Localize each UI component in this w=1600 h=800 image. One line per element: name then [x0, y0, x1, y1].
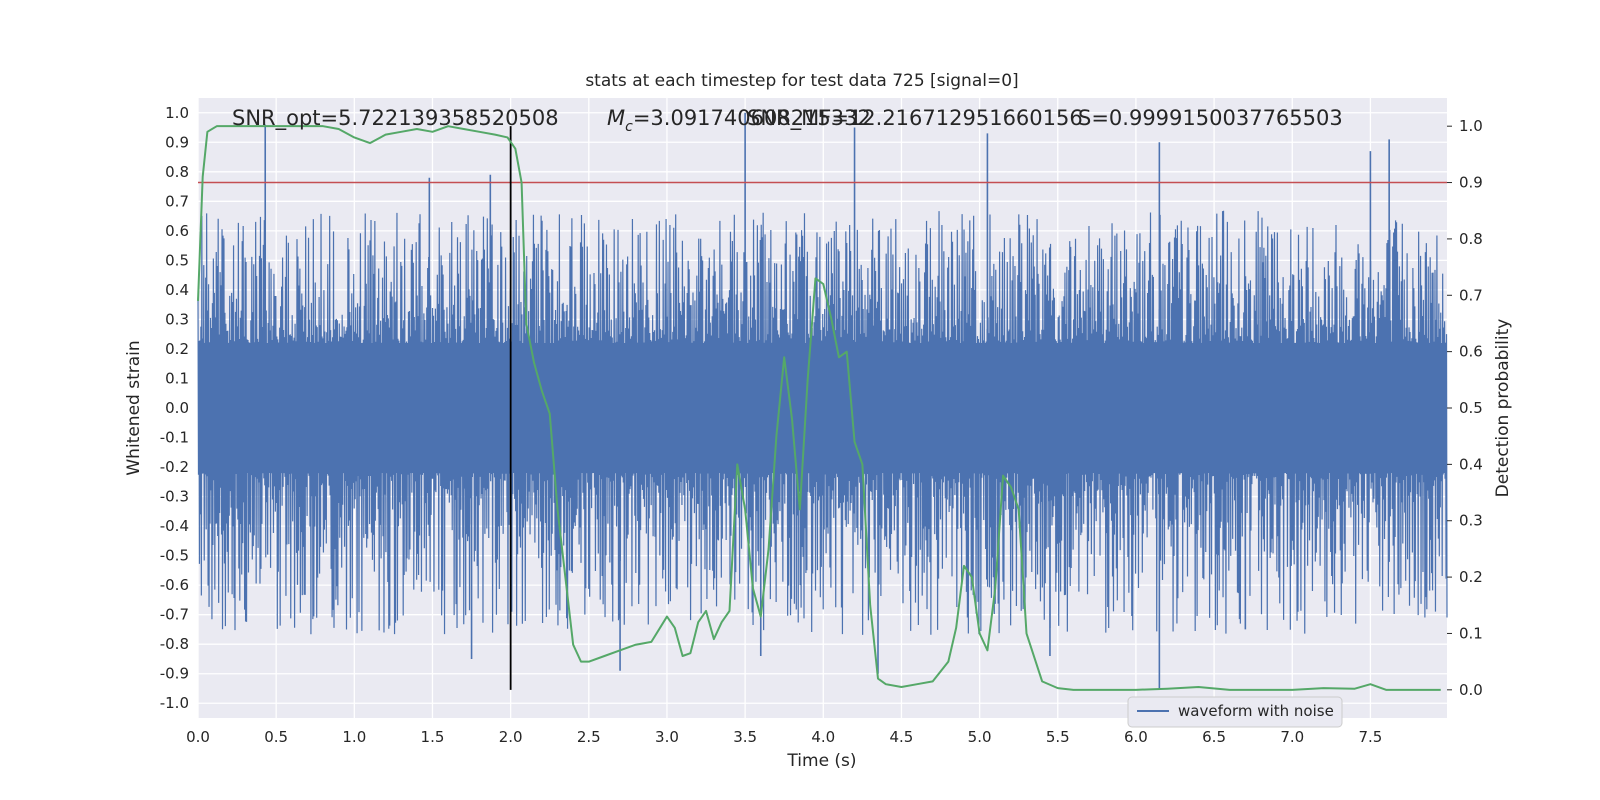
x-tick-label: 1.0	[342, 728, 366, 746]
annotation-snr-opt: SNR_opt=5.722139358520508	[232, 106, 559, 131]
annotation-chirp-mass-symbol: M	[607, 106, 625, 130]
y-left-tick-label: -0.9	[160, 665, 189, 683]
legend: waveform with noise	[1127, 696, 1343, 728]
y-right-tick-label: 0.4	[1459, 455, 1483, 473]
annotation-chirp-mass-subscript: c	[625, 119, 633, 135]
annotation-s: S=0.9999150037765503	[1078, 106, 1343, 130]
y-left-tick-label: -1.0	[160, 694, 189, 712]
x-tick-label: 6.0	[1124, 728, 1148, 746]
y-right-tick-label: 0.9	[1459, 174, 1483, 192]
x-tick-label: 6.5	[1202, 728, 1226, 746]
y-right-tick-label: 0.6	[1459, 343, 1483, 361]
y-right-tick-label: 0.2	[1459, 568, 1483, 586]
legend-label-waveform: waveform with noise	[1178, 702, 1334, 720]
probability-line	[197, 125, 1441, 691]
overlays	[198, 126, 1447, 690]
y-right-tick-label: 0.0	[1459, 681, 1483, 699]
y-left-tick-label: 0.7	[165, 192, 189, 210]
annotation-chirp-mass: Mc=3.091740608215332	[607, 106, 871, 135]
waveform-core	[198, 343, 1447, 473]
y-axis-right-label: Detection probability	[1493, 319, 1513, 498]
x-tick-label: 4.0	[811, 728, 835, 746]
y-right-tick-label: 0.7	[1459, 286, 1483, 304]
y-left-tick-label: 1.0	[165, 104, 189, 122]
x-tick-label: 0.0	[186, 728, 210, 746]
y-left-tick-label: 0.3	[165, 310, 189, 328]
y-left-tick-label: 0.9	[165, 133, 189, 151]
y-left-tick-label: 0.4	[165, 281, 189, 299]
annotation-snr-mf: SNR_MF=12.216712951660156	[747, 106, 1083, 131]
y-axis-left-label: Whitened strain	[124, 340, 144, 475]
y-left-tick-label: -0.7	[160, 606, 189, 624]
y-left-tick-label: 0.8	[165, 163, 189, 181]
y-axis-left-ticks: 1.0 0.9 0.8 0.7 0.6 0.5 0.4 0.3 0.2 0.1 0.0 -0.1 -0.…	[160, 104, 189, 712]
y-right-tick-label: 1.0	[1459, 117, 1483, 135]
x-axis-ticks: 0.0 0.5 1.0 1.5 2.0 2.5 3.0 3.5 4.0 4.5 5.0 5.5 6.0 6…	[186, 728, 1382, 746]
x-tick-label: 5.5	[1046, 728, 1070, 746]
y-right-tick-label: 0.5	[1459, 399, 1483, 417]
y-right-tick-label: 0.1	[1459, 624, 1483, 642]
x-tick-label: 2.5	[577, 728, 601, 746]
y-left-tick-label: -0.3	[160, 488, 189, 506]
x-tick-label: 5.0	[968, 728, 992, 746]
y-left-tick-label: -0.1	[160, 429, 189, 447]
x-tick-label: 0.5	[264, 728, 288, 746]
x-tick-label: 3.0	[655, 728, 679, 746]
x-axis-label: Time (s)	[786, 751, 856, 771]
chart-title: stats at each timestep for test data 725…	[585, 71, 1018, 91]
y-left-tick-label: -0.6	[160, 576, 189, 594]
y-left-tick-label: -0.2	[160, 458, 189, 476]
probability-series	[197, 125, 1441, 691]
y-left-tick-label: 0.2	[165, 340, 189, 358]
y-left-tick-label: 0.0	[165, 399, 189, 417]
y-axis-right-ticks: 1.0 0.9 0.8 0.7 0.6 0.5 0.4 0.3 0.2 0.1 0.0	[1447, 117, 1483, 699]
annotation-chirp-mass-value: =3.091740608215332	[633, 106, 871, 130]
x-tick-label: 2.0	[499, 728, 523, 746]
y-right-tick-label: 0.8	[1459, 230, 1483, 248]
legend-box	[1127, 696, 1343, 728]
x-tick-label: 7.5	[1358, 728, 1382, 746]
y-left-tick-label: -0.5	[160, 547, 189, 565]
y-right-tick-label: 0.3	[1459, 512, 1483, 530]
waveform-series	[197, 112, 1448, 689]
y-left-tick-label: -0.8	[160, 635, 189, 653]
x-tick-label: 3.5	[733, 728, 757, 746]
y-left-tick-label: -0.4	[160, 517, 189, 535]
x-tick-label: 1.5	[421, 728, 445, 746]
y-left-tick-label: 0.5	[165, 251, 189, 269]
x-tick-label: 7.0	[1280, 728, 1304, 746]
y-left-tick-label: 0.1	[165, 369, 189, 387]
x-tick-label: 4.5	[890, 728, 914, 746]
annotations: SNR_opt=5.722139358520508 Mc=3.091740608…	[232, 106, 1343, 135]
y-left-tick-label: 0.6	[165, 222, 189, 240]
